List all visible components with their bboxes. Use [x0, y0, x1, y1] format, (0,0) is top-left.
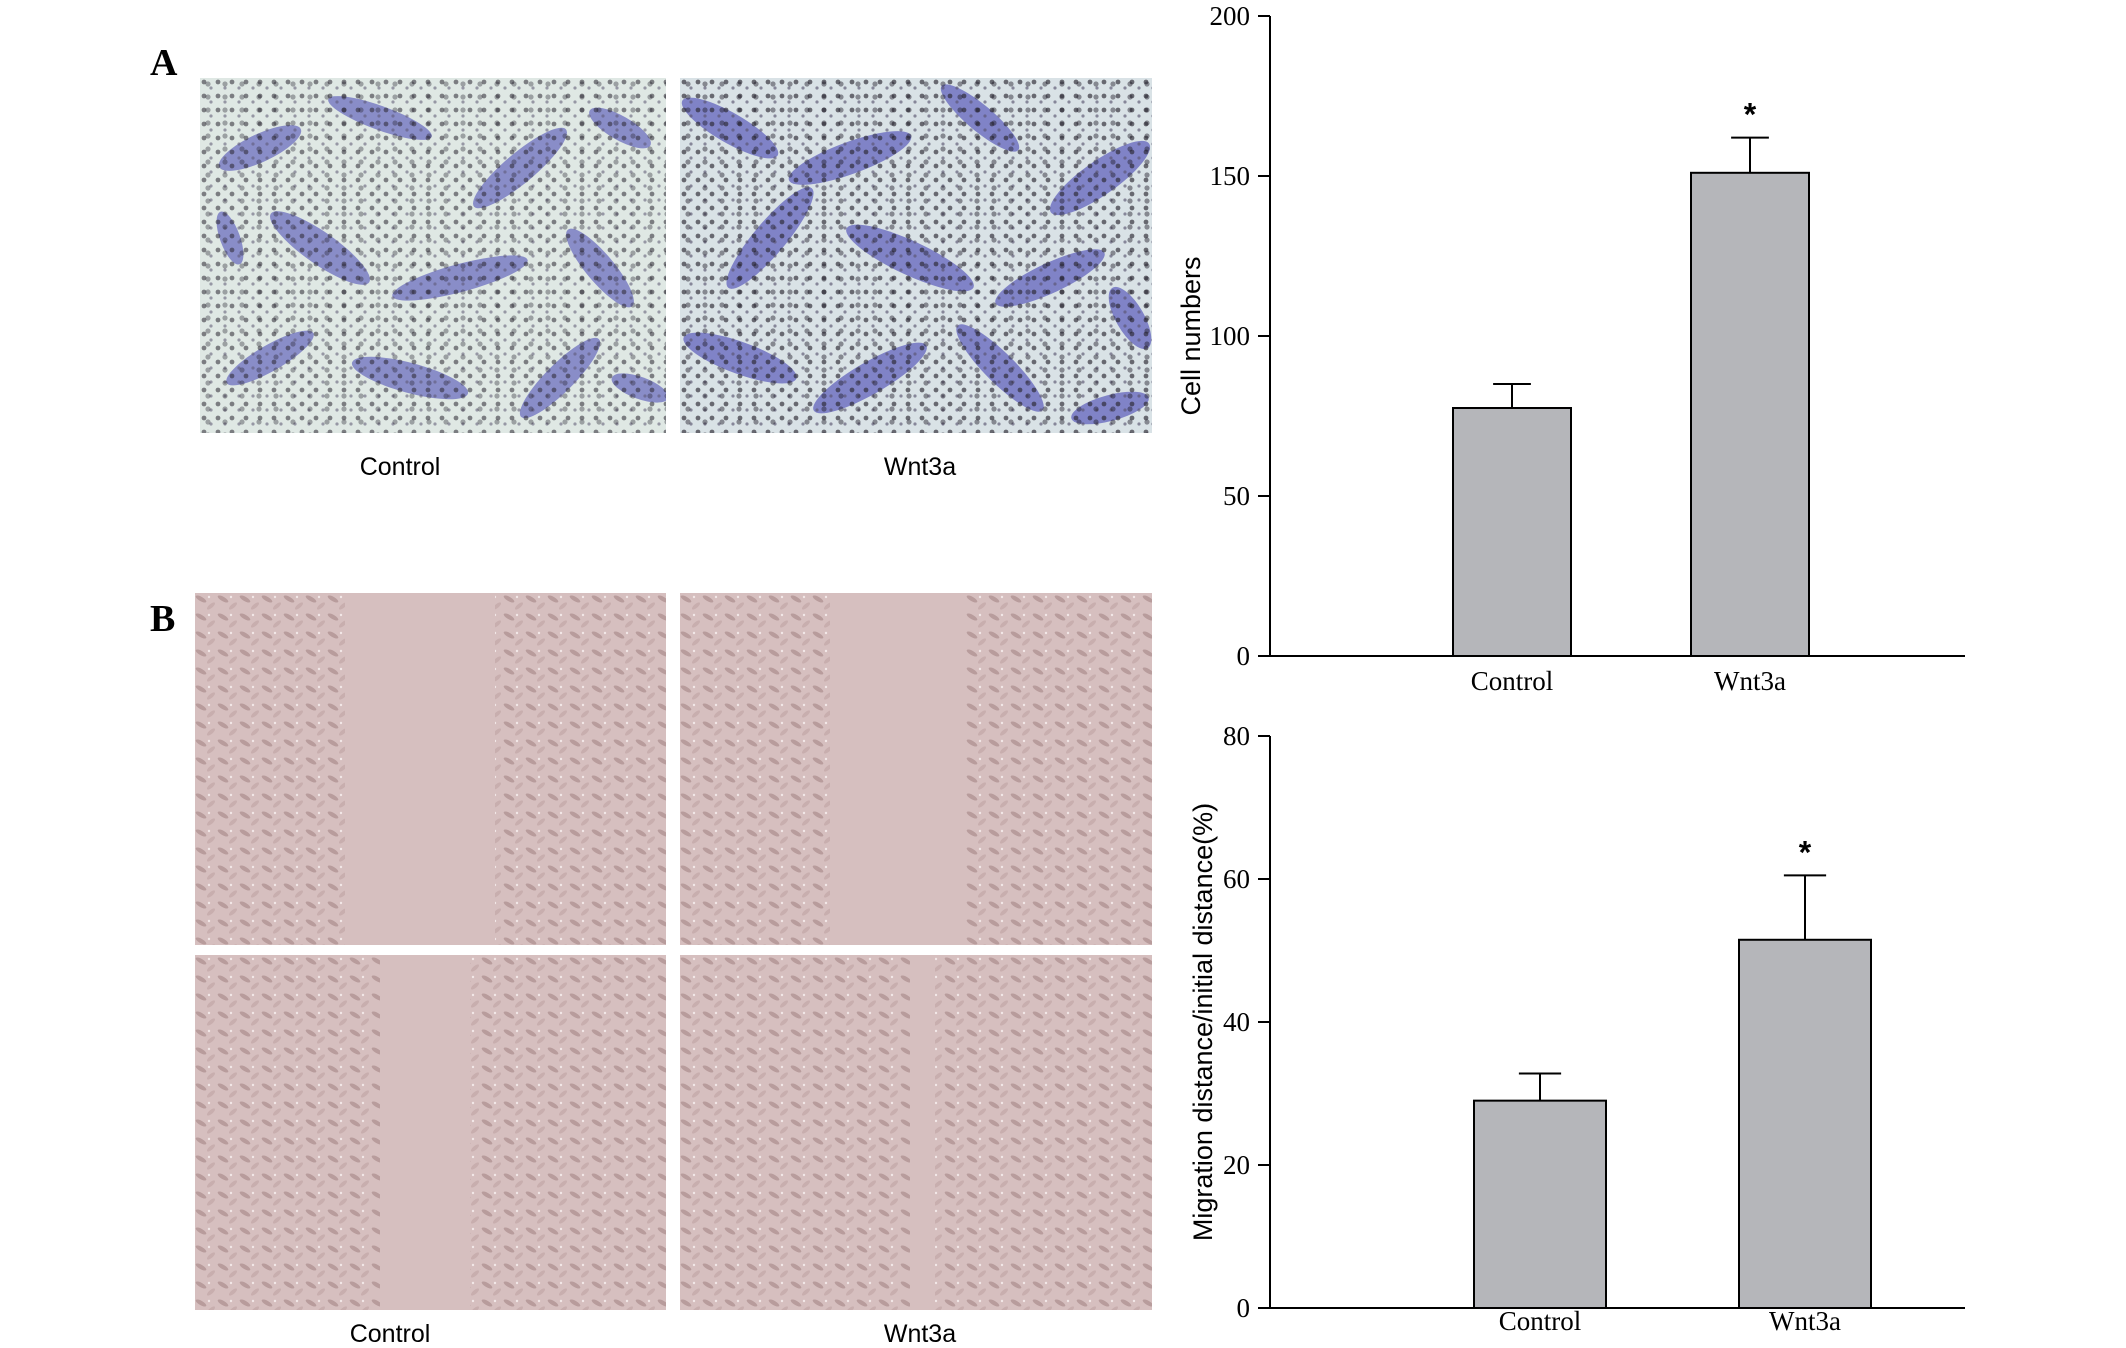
micrograph-a-control-label: Control	[359, 453, 441, 481]
panel-letter-a: A	[150, 42, 178, 84]
micrograph-b-wnt3a-top-svg	[680, 593, 1152, 945]
migration-ytick-label-2: 40	[1223, 1007, 1250, 1037]
micrograph-b-wnt3a-top	[680, 593, 1152, 945]
micrograph-b-control-bottom-svg	[195, 955, 666, 1310]
micrograph-a-wnt3a-label: Wnt3a	[883, 453, 957, 481]
migration-ytick-label-1: 20	[1223, 1150, 1250, 1180]
panel-letter-b: B	[150, 598, 176, 640]
cell-ytick-label-4: 200	[1210, 1, 1251, 31]
micrograph-a-control	[200, 78, 666, 433]
migration-ytick-label-0: 0	[1237, 1293, 1251, 1323]
migration-significance-1: *	[1799, 834, 1812, 870]
cell-bar-0	[1452, 407, 1572, 657]
micrograph-b-wnt3a-bottom	[680, 955, 1152, 1310]
micrograph-a-wnt3a	[680, 78, 1152, 433]
cell-category-label-0: Control	[1471, 666, 1554, 696]
cell-bar-1	[1690, 171, 1810, 658]
micrograph-b-control-top-svg	[195, 593, 666, 945]
cell-ytick-label-1: 50	[1223, 481, 1250, 511]
cell-ytick-label-0: 0	[1237, 641, 1251, 671]
micrograph-a-control-svg	[200, 78, 666, 433]
cell-ytick-label-3: 150	[1210, 161, 1251, 191]
cell-ytick-label-2: 100	[1210, 321, 1251, 351]
cell-ylabel: Cell numbers	[1176, 256, 1206, 415]
cell-significance-1: *	[1744, 97, 1757, 133]
micrograph-b-control-bottom	[195, 955, 666, 1310]
micrograph-a-wnt3a-svg	[680, 78, 1152, 433]
migration-bar-1	[1738, 938, 1872, 1310]
migration-bar-0	[1473, 1099, 1607, 1310]
cell-category-label-1: Wnt3a	[1714, 666, 1786, 696]
migration-category-label-0: Control	[1499, 1306, 1582, 1336]
migration-ytick-label-4: 80	[1223, 721, 1250, 751]
migration-ylabel: Migration distance/initial distance(%)	[1188, 803, 1218, 1241]
migration-category-label-1: Wnt3a	[1769, 1306, 1841, 1336]
micrograph-b-wnt3a-bottom-svg	[680, 955, 1152, 1310]
micrograph-b-control-top	[195, 593, 666, 945]
migration-ytick-label-3: 60	[1223, 864, 1250, 894]
chart-cell-numbers: 0 50 100 150 200 Cell numbers Control Wnt3a *	[1176, 1, 1965, 696]
